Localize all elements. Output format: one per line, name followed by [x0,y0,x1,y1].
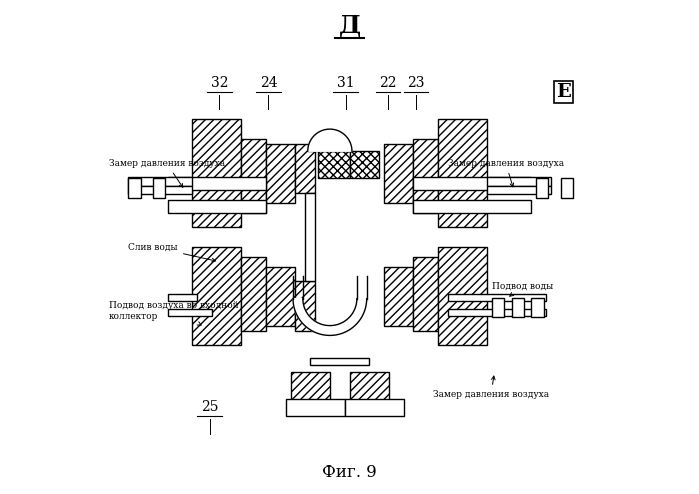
Text: Д: Д [338,14,361,38]
Bar [168,177,266,190]
Bar [241,139,266,212]
Bar [153,178,165,198]
Text: Замер давления воздуха: Замер давления воздуха [433,376,549,399]
Text: 24: 24 [259,76,278,90]
Bar [345,399,403,416]
Bar [438,119,487,227]
Bar [438,247,487,345]
Bar [492,297,504,317]
Bar [310,358,369,365]
Bar [512,297,524,317]
Text: Замер давления воздуха: Замер давления воздуха [448,159,564,187]
Bar [350,372,389,402]
Bar [296,144,315,193]
Polygon shape [293,298,367,335]
Bar [413,257,438,330]
Bar [413,177,531,190]
Polygon shape [308,129,352,151]
Bar [487,186,551,195]
Text: 32: 32 [210,76,228,90]
Bar [413,201,531,212]
Bar [536,178,549,198]
Bar [531,297,544,317]
Bar [241,257,266,330]
Bar [129,177,192,186]
Bar [317,151,350,178]
Bar [168,309,212,316]
Text: 23: 23 [407,76,424,90]
Bar [448,294,546,301]
Text: 31: 31 [337,76,354,90]
Bar [286,399,345,416]
Bar [192,119,241,227]
Bar [305,193,315,282]
Text: 25: 25 [201,400,218,414]
Text: Фиг. 9: Фиг. 9 [322,464,377,482]
Text: Подвод воздуха во входной
коллектор: Подвод воздуха во входной коллектор [109,301,238,325]
Bar [384,267,413,326]
Bar [384,144,413,203]
Text: Слив воды: Слив воды [129,243,215,262]
Bar [413,139,438,212]
Bar [561,178,573,198]
Bar [168,201,266,212]
Bar [192,247,241,345]
Bar [266,267,296,326]
Bar [266,144,296,203]
Bar [296,282,315,330]
Bar [487,177,551,186]
Text: 22: 22 [379,76,396,90]
Bar [291,372,330,402]
Bar [350,151,379,178]
Text: Подвод воды: Подвод воды [492,282,553,296]
Bar [129,178,140,198]
Text: Замер давления воздуха: Замер давления воздуха [109,159,225,187]
Bar [168,294,197,301]
Bar [448,309,546,316]
Bar [129,186,192,195]
Text: E: E [556,83,570,101]
